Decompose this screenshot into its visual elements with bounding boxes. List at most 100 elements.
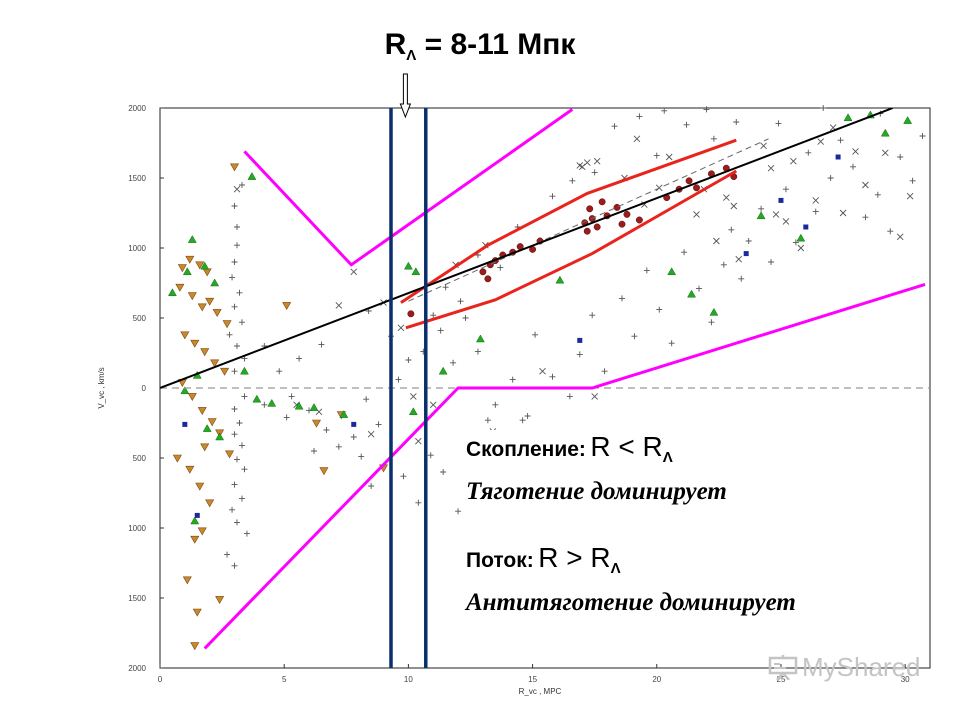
title-main: R [384,28,407,61]
title-rest: = 8-11 Мпк [416,28,576,61]
cross-point [665,153,673,161]
cross-point [767,164,775,172]
cluster-formula-sub: Λ [662,449,673,466]
plus-point [696,285,702,292]
y-axis-title: V_vc , km/s [97,367,106,408]
galaxy-point [586,205,594,213]
triangle-down-point [311,419,322,428]
plus-point [261,401,268,408]
plus-point [318,341,325,348]
cross-point [772,211,780,218]
x-tick-label: 15 [528,675,537,684]
triangle-down-point [187,292,197,301]
triangle-up-point [475,334,485,343]
triangle-up-point [210,278,220,287]
plus-point [231,303,238,310]
triangle-up-point [411,267,421,276]
triangle-down-point [282,302,292,311]
annotation-gap [466,509,906,541]
galaxy-point [407,310,415,318]
x-tick-label: 0 [158,675,163,684]
plus-point [288,393,295,400]
plus-point [775,120,782,127]
plus-point [241,466,248,473]
triangle-up-point [182,267,192,276]
triangle-down-point [215,596,225,605]
x-axis-title: R_vc , MPC [519,687,562,696]
triangle-down-point [200,348,210,357]
plus-point [820,105,827,111]
hubble-line [160,108,894,389]
galaxy-point [484,275,492,283]
cross-point [429,401,437,409]
plus-point [874,191,881,198]
galaxy-point [598,198,606,206]
plus-point [681,249,688,256]
plus-point [234,519,240,526]
triangle-up-point [187,235,197,243]
cross-point [881,149,889,157]
triangle-down-point [190,642,200,651]
plus-point [636,113,643,120]
plus-point [231,431,238,438]
plus-point [234,242,240,249]
plus-point [231,406,238,412]
x-tick-label: 25 [777,675,786,684]
triangle-down-point [190,339,200,348]
flow-formula-main: R > R [538,542,611,573]
plus-point [656,306,663,313]
galaxy-point [635,216,643,224]
plus-point [619,295,625,302]
slide-title: RΛ = 8-11 Мпк [0,28,960,64]
plus-point [241,393,248,400]
upper-boundary-line [243,108,574,267]
plus-point [231,259,238,265]
plus-point [837,137,844,144]
galaxy-point [693,184,700,192]
square-point [778,197,784,203]
lambda-arrow [399,73,412,119]
plus-point [238,182,245,188]
plus-point [509,376,516,383]
title-subscript: Λ [406,47,417,64]
plus-point [231,203,238,209]
cross-point [335,302,343,309]
dashed-fit-line [408,138,769,302]
plus-point [234,343,240,349]
square-point [351,421,357,427]
plus-point [631,333,638,340]
triangle-up-point [267,398,277,407]
plus-point [611,123,618,130]
y-tick-label: 1500 [128,174,146,183]
plus-point [363,396,370,403]
x-tick-label: 20 [652,675,661,684]
triangle-up-point [200,261,210,270]
triangle-up-point [408,407,418,416]
plus-point [549,373,556,380]
plus-point [238,319,245,326]
triangle-down-point [195,482,205,491]
x-tick-label: 5 [282,675,287,684]
plus-point [484,417,491,424]
plus-point [368,483,375,489]
plus-point [427,452,434,459]
galaxy-point [685,177,693,185]
plus-point [236,289,243,296]
plus-point [862,214,869,221]
plus-point [358,453,365,460]
triangle-down-point [205,499,215,508]
cross-point [812,197,820,204]
plus-point [703,106,710,113]
flow-formula: R > RΛ [538,542,620,577]
plus-point [591,169,598,176]
plus-point [805,149,812,156]
triangle-down-point [210,359,220,368]
plus-point [524,413,531,419]
square-point [743,251,749,257]
x-tick-label: 10 [404,675,413,684]
cross-point [723,194,730,201]
cross-point [760,142,767,150]
plus-point [919,133,926,139]
cluster-formula-main: R < R [590,431,663,462]
plus-point [710,135,717,142]
